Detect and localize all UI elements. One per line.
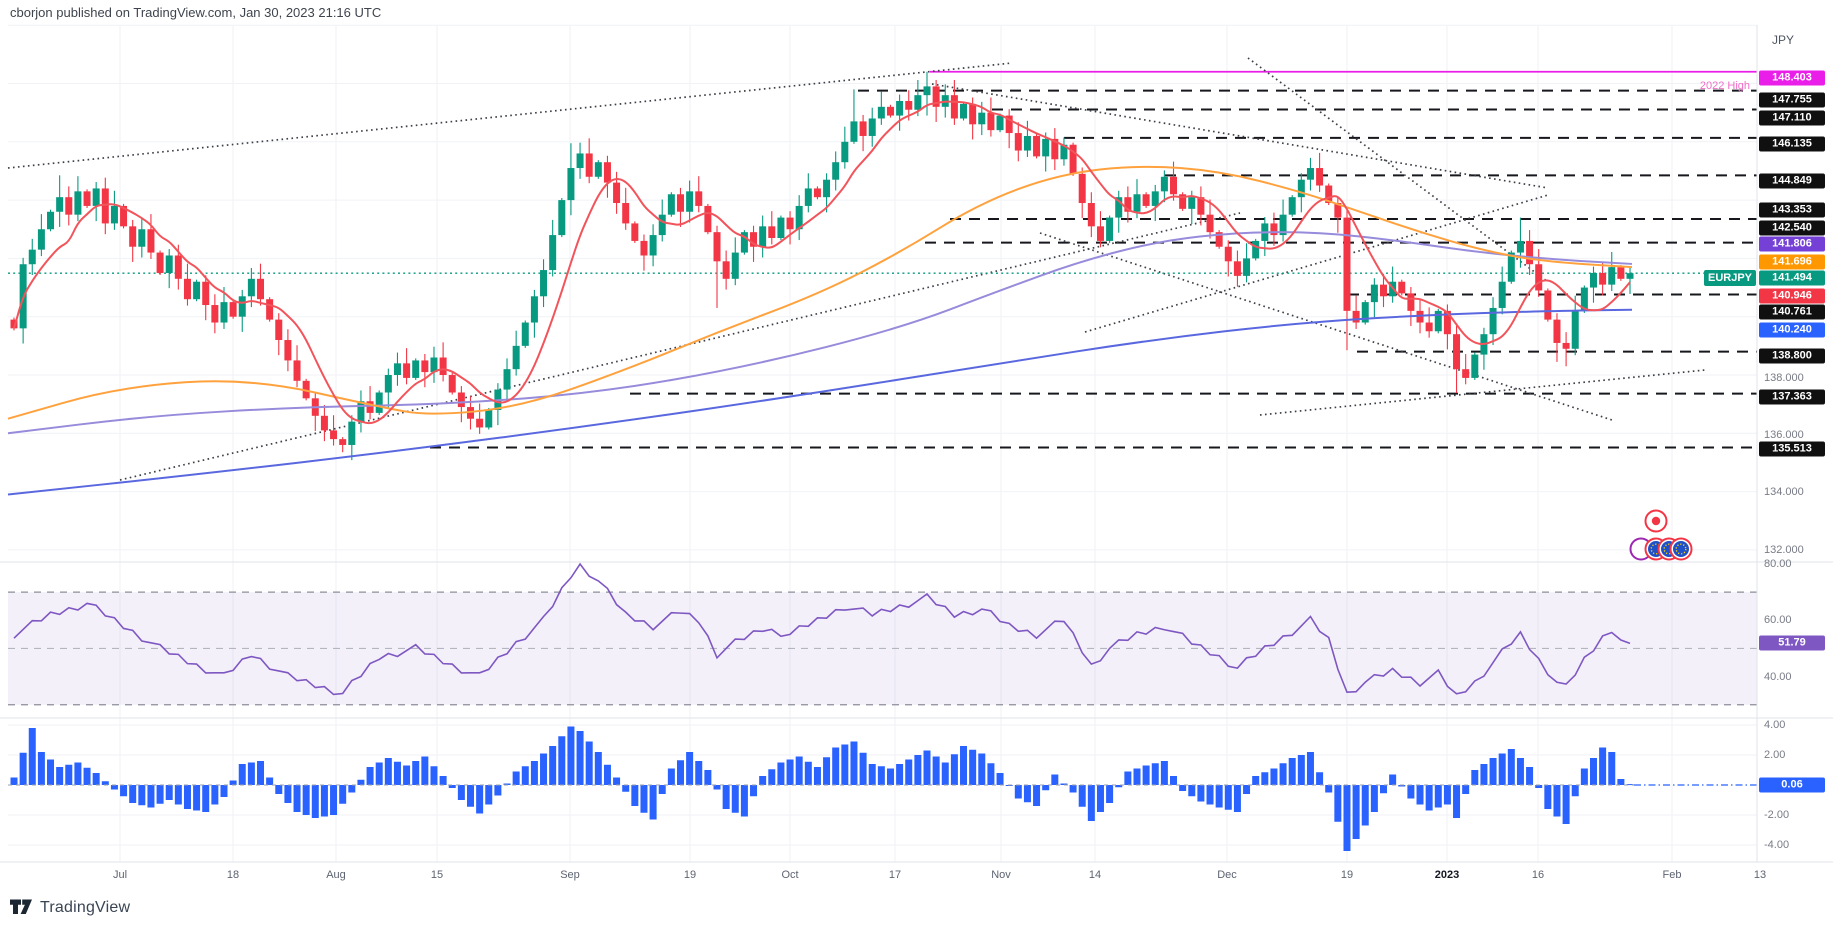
rsi-value-label: 51.79 (1759, 635, 1825, 651)
time-axis-label: Sep (560, 869, 580, 881)
price-label-level: 147.755 (1759, 92, 1825, 108)
time-axis-label: Nov (991, 869, 1011, 881)
price-label-level: 142.540 (1759, 220, 1825, 236)
price-label-last: 141.494 (1759, 270, 1825, 286)
rsi-tick: 80.00 (1764, 558, 1792, 570)
hist-tick: -2.00 (1764, 809, 1790, 821)
tradingview-logo-text: TradingView (40, 898, 131, 916)
price-label-2022-high: 148.403 (1759, 70, 1825, 86)
time-axis-label: 19 (1340, 869, 1354, 881)
time-axis-label: 18 (226, 869, 240, 881)
idea-bubble-avatar (1669, 537, 1693, 561)
time-axis-label: 14 (1088, 869, 1102, 881)
price-label-ma: 140.240 (1759, 322, 1825, 338)
time-axis-label: 17 (888, 869, 902, 881)
hist-tick: 4.00 (1764, 719, 1786, 731)
price-label-ma: 140.946 (1759, 288, 1825, 304)
price-tick: 132.000 (1764, 544, 1804, 556)
time-axis-label: Aug (326, 869, 346, 881)
price-tick: 138.000 (1764, 372, 1804, 384)
rsi-tick: 60.00 (1764, 614, 1792, 627)
price-label-level: 143.353 (1759, 202, 1825, 218)
time-axis-label: Feb (1662, 869, 1682, 881)
price-label-ma: 141.696 (1759, 254, 1825, 270)
time-axis-label: 13 (1753, 869, 1767, 881)
price-label-level: 138.800 (1759, 348, 1825, 364)
tradingview-watermark[interactable]: TradingView (10, 898, 130, 917)
price-label-ma: 141.806 (1759, 236, 1825, 252)
idea-bubble-single (1644, 509, 1668, 533)
time-axis-label: Oct (781, 869, 799, 881)
time-axis-label: Jul (112, 869, 128, 881)
hist-tick: 2.00 (1764, 749, 1786, 761)
time-axis-label: 19 (683, 869, 697, 881)
2022-high-annotation: 2022 High (1699, 80, 1750, 92)
price-label-level: 135.513 (1759, 441, 1825, 457)
price-label-level: 144.849 (1759, 173, 1825, 189)
price-label-level: 147.110 (1759, 110, 1825, 126)
price-label-level: 146.135 (1759, 136, 1825, 152)
time-axis-label: 15 (430, 869, 444, 881)
rsi-tick: 40.00 (1764, 670, 1792, 683)
price-tick: 136.000 (1764, 429, 1804, 441)
symbol-label: EURJPY (1704, 270, 1756, 286)
tradingview-logo-icon (10, 899, 32, 914)
hist-tick: -4.00 (1764, 839, 1790, 851)
time-axis-label: 16 (1531, 869, 1545, 881)
price-axis-unit: JPY (1772, 33, 1795, 47)
price-tick: 134.000 (1764, 486, 1804, 498)
publish-attribution: cborjon published on TradingView.com, Ja… (10, 5, 382, 20)
hist-value-label: 0.06 (1759, 777, 1825, 793)
price-label-level: 140.761 (1759, 304, 1825, 320)
time-axis-label: 2023 (1434, 869, 1460, 881)
time-axis-label: Dec (1217, 869, 1237, 881)
price-label-level: 137.363 (1759, 389, 1825, 405)
